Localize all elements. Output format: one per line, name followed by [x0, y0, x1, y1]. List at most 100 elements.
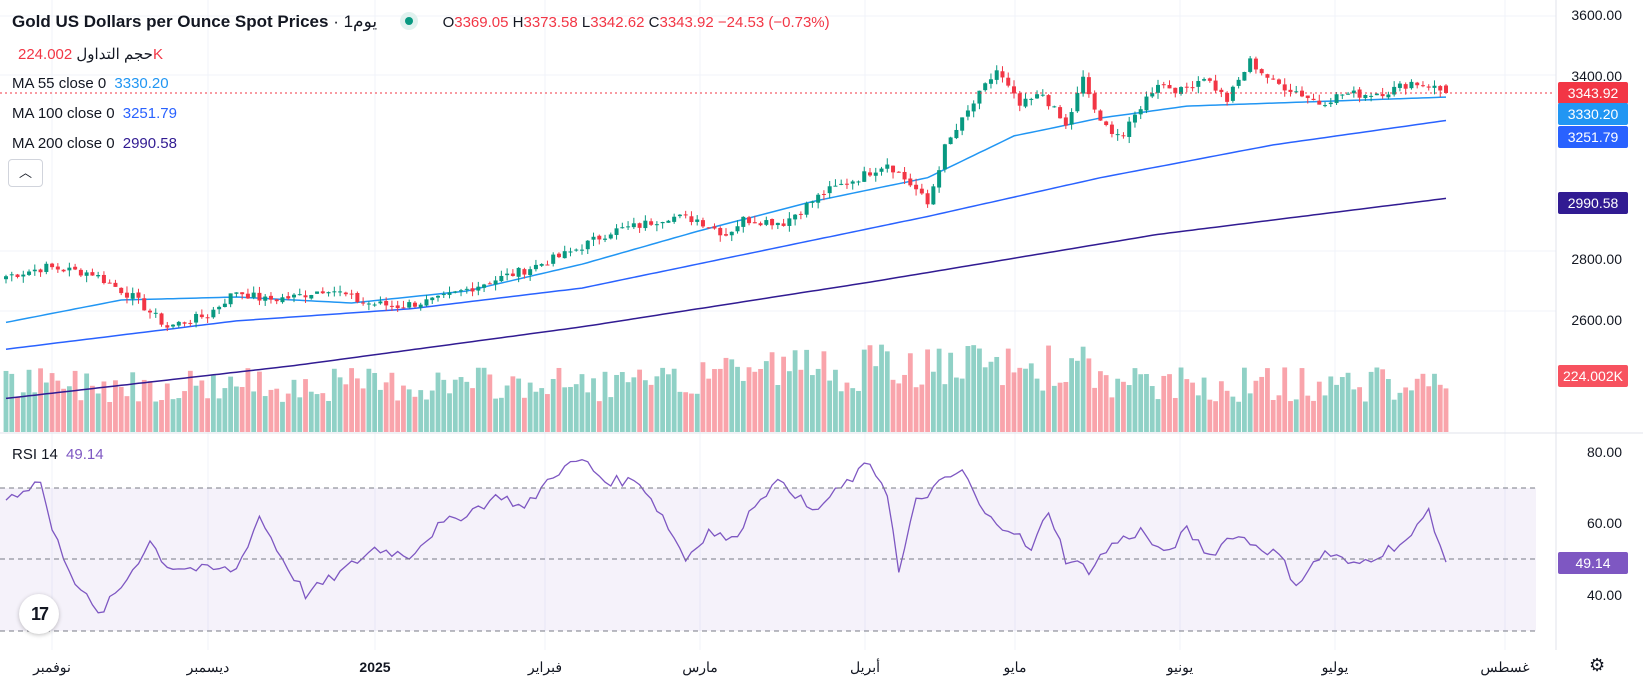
candle-body[interactable] [274, 299, 279, 302]
candle-body[interactable] [539, 263, 544, 266]
candle-body[interactable] [804, 203, 809, 215]
candle-body[interactable] [977, 90, 982, 104]
candle-body[interactable] [856, 181, 861, 183]
candle-body[interactable] [677, 214, 682, 217]
candle-body[interactable] [614, 228, 619, 235]
chevron-up-icon[interactable]: ︿ [8, 159, 43, 187]
candle-body[interactable] [839, 183, 844, 185]
candle-body[interactable] [1184, 86, 1189, 88]
candle-body[interactable] [1426, 86, 1431, 88]
candle-body[interactable] [476, 286, 481, 291]
candle-body[interactable] [626, 226, 631, 228]
market-status-icon[interactable] [399, 11, 418, 30]
candle-body[interactable] [925, 193, 930, 205]
candle-body[interactable] [775, 222, 780, 226]
candle-body[interactable] [107, 282, 112, 284]
candle-body[interactable] [1276, 79, 1281, 84]
candle-body[interactable] [649, 221, 654, 225]
candle-body[interactable] [1305, 95, 1310, 99]
candle-body[interactable] [1098, 110, 1103, 121]
candle-body[interactable] [1444, 85, 1448, 93]
candle-body[interactable] [885, 164, 890, 169]
candle-body[interactable] [395, 305, 400, 309]
candle-body[interactable] [361, 302, 366, 304]
candle-body[interactable] [873, 172, 878, 176]
candle-body[interactable] [309, 295, 314, 299]
candle-body[interactable] [522, 269, 527, 275]
candle-body[interactable] [1213, 80, 1218, 91]
candle-body[interactable] [585, 240, 590, 250]
candle-body[interactable] [1058, 107, 1063, 119]
candle-body[interactable] [1092, 93, 1097, 110]
candle-body[interactable] [1392, 86, 1397, 95]
candle-body[interactable] [1040, 94, 1045, 96]
candle-body[interactable] [902, 171, 907, 180]
candle-body[interactable] [850, 181, 855, 184]
candle-body[interactable] [1351, 90, 1356, 94]
candle-body[interactable] [580, 249, 584, 251]
candle-body[interactable] [1253, 58, 1258, 70]
candle-body[interactable] [78, 269, 83, 276]
candle-body[interactable] [165, 325, 170, 328]
candle-body[interactable] [326, 292, 331, 294]
candle-body[interactable] [441, 294, 446, 296]
candle-body[interactable] [700, 220, 705, 227]
rsi-legend[interactable]: RSI 14 49.14 [12, 446, 104, 463]
candle-body[interactable] [891, 165, 896, 173]
candle-body[interactable] [1288, 89, 1293, 92]
candle-body[interactable] [637, 223, 642, 228]
candle-body[interactable] [1409, 81, 1414, 89]
candle-body[interactable] [712, 226, 717, 229]
candle-body[interactable] [620, 227, 625, 229]
candle-body[interactable] [217, 306, 222, 310]
candle-body[interactable] [384, 300, 389, 306]
candle-body[interactable] [741, 216, 746, 227]
candle-body[interactable] [1236, 79, 1241, 86]
candle-body[interactable] [937, 170, 942, 188]
candle-body[interactable] [568, 251, 573, 253]
candle-body[interactable] [1230, 86, 1235, 101]
candle-body[interactable] [1144, 96, 1149, 111]
candle-body[interactable] [349, 293, 354, 295]
candle-body[interactable] [366, 303, 371, 305]
candle-body[interactable] [493, 280, 498, 285]
candle-body[interactable] [4, 276, 8, 280]
candle-body[interactable] [1150, 93, 1155, 97]
candle-body[interactable] [533, 264, 538, 270]
candle-body[interactable] [412, 302, 417, 307]
candle-body[interactable] [1000, 71, 1005, 78]
candle-body[interactable] [1317, 100, 1322, 105]
candle-body[interactable] [257, 292, 262, 301]
candle-body[interactable] [1086, 77, 1091, 95]
candle-body[interactable] [1363, 95, 1368, 99]
candle-body[interactable] [205, 317, 210, 319]
candle-body[interactable] [821, 193, 826, 195]
candle-body[interactable] [556, 253, 561, 258]
candle-body[interactable] [862, 171, 867, 182]
candle-body[interactable] [50, 263, 55, 268]
candle-body[interactable] [55, 266, 60, 270]
candle-body[interactable] [268, 295, 273, 300]
candle-body[interactable] [101, 274, 106, 284]
candle-body[interactable] [1403, 84, 1408, 89]
candle-body[interactable] [1052, 106, 1057, 108]
candle-body[interactable] [562, 251, 567, 259]
candlesticks[interactable] [4, 55, 1448, 332]
candle-body[interactable] [389, 305, 394, 307]
candle-body[interactable] [338, 291, 343, 293]
candle-body[interactable] [965, 110, 970, 117]
candle-body[interactable] [505, 273, 510, 276]
candle-body[interactable] [1438, 86, 1443, 91]
candle-body[interactable] [1167, 85, 1172, 89]
candle-body[interactable] [292, 294, 296, 298]
candle-body[interactable] [355, 292, 360, 303]
candle-body[interactable] [234, 292, 239, 294]
candle-body[interactable] [1029, 98, 1034, 100]
candle-body[interactable] [142, 298, 147, 311]
candle-body[interactable] [119, 287, 124, 294]
candle-body[interactable] [1132, 114, 1137, 123]
candle-body[interactable] [343, 292, 348, 295]
candle-body[interactable] [303, 295, 308, 298]
candle-body[interactable] [464, 288, 469, 290]
candle-body[interactable] [666, 220, 671, 223]
